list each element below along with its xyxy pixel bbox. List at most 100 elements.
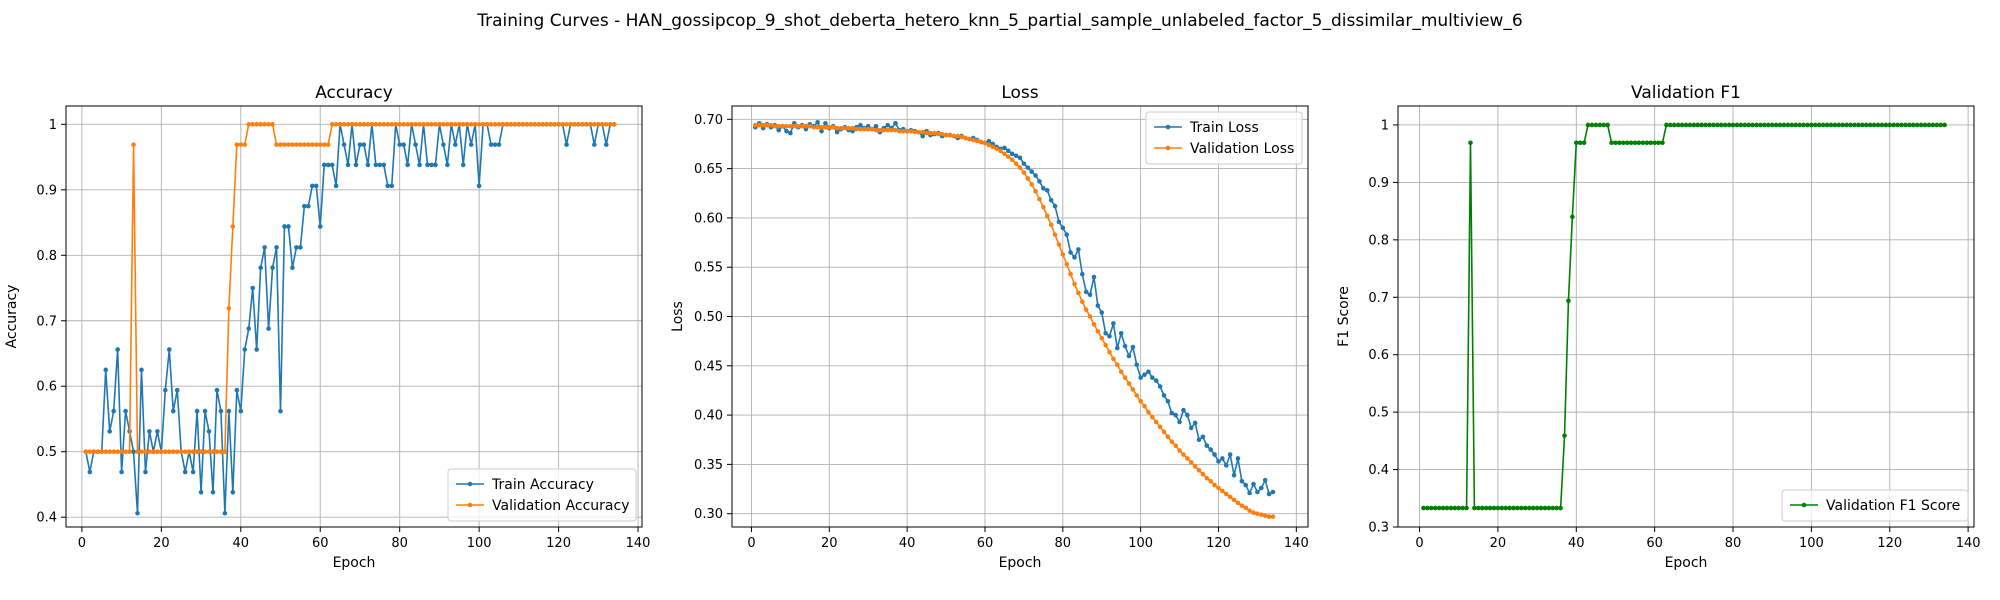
- data-point: [282, 142, 287, 147]
- data-point: [401, 122, 406, 127]
- data-point: [1472, 505, 1477, 511]
- data-point: [174, 387, 180, 393]
- data-point: [1671, 122, 1677, 128]
- data-point: [544, 122, 549, 127]
- data-point: [1239, 478, 1245, 484]
- data-point: [333, 122, 339, 127]
- y-tick-label: 0.65: [694, 162, 723, 177]
- data-point: [369, 122, 375, 127]
- y-axis-label: Loss: [670, 301, 686, 332]
- plot-title: Loss: [1001, 83, 1038, 103]
- data-point: [1115, 345, 1120, 351]
- data-point: [286, 142, 291, 147]
- data-point: [823, 120, 828, 126]
- data-point: [873, 127, 879, 133]
- data-point: [1652, 140, 1657, 146]
- data-point: [210, 490, 216, 495]
- data-point: [1239, 503, 1245, 509]
- data-point: [294, 245, 299, 250]
- y-tick-label: 0.3: [1368, 521, 1389, 536]
- plot-frame: [1397, 105, 1975, 528]
- data-point: [1118, 369, 1124, 375]
- data-point: [139, 367, 144, 373]
- data-point: [516, 122, 522, 127]
- data-point: [1863, 122, 1869, 128]
- data-point: [893, 120, 898, 126]
- data-point: [1730, 122, 1736, 128]
- data-point: [974, 138, 980, 144]
- data-point: [1703, 122, 1708, 128]
- data-point: [1037, 179, 1042, 184]
- data-point: [1146, 369, 1151, 375]
- data-point: [1130, 344, 1136, 350]
- data-point: [1091, 274, 1097, 280]
- data-point: [1648, 140, 1654, 146]
- data-point: [1879, 122, 1885, 128]
- data-point: [1707, 122, 1712, 128]
- data-point: [811, 124, 817, 130]
- data-point: [155, 449, 160, 455]
- data-point: [1212, 482, 1217, 488]
- data-point: [1103, 330, 1108, 336]
- data-point: [756, 122, 762, 128]
- data-point: [1758, 122, 1763, 128]
- legend-box: [1145, 111, 1303, 165]
- data-point: [791, 123, 797, 129]
- x-tick-label: 60: [1646, 536, 1663, 551]
- data-point: [182, 469, 188, 475]
- data-point: [1479, 505, 1485, 511]
- data-point: [1785, 122, 1791, 128]
- data-point: [1095, 328, 1101, 334]
- x-tick-label: 40: [899, 536, 916, 551]
- data-point: [123, 408, 128, 414]
- data-point: [1499, 505, 1505, 511]
- data-point: [1072, 281, 1077, 287]
- data-point: [103, 449, 109, 455]
- data-point: [421, 122, 426, 127]
- data-point: [222, 449, 228, 455]
- y-tick-label: 1: [1381, 118, 1389, 133]
- data-point: [596, 122, 601, 127]
- data-point: [599, 122, 605, 127]
- data-point: [776, 123, 781, 129]
- data-point: [994, 146, 999, 152]
- data-point: [1118, 330, 1124, 336]
- data-point: [298, 142, 303, 147]
- data-point: [1142, 403, 1147, 409]
- chart-panel-3: 0 20 40 60 80 100 120 140 0.3 0.4 0.5 0.6 0.7 0.8 0.9 1…: [1336, 83, 1981, 571]
- data-point: [389, 183, 395, 189]
- legend-label: Validation F1 Score: [1826, 498, 1960, 514]
- data-point: [468, 142, 474, 147]
- data-point: [1056, 242, 1062, 247]
- data-point: [472, 122, 478, 127]
- data-point: [1765, 122, 1771, 128]
- data-point: [1844, 122, 1849, 128]
- data-point: [1605, 122, 1610, 128]
- data-point: [908, 128, 914, 134]
- data-point: [1554, 505, 1559, 511]
- data-point: [488, 142, 494, 147]
- data-point: [453, 122, 458, 127]
- data-point: [512, 122, 518, 127]
- data-point: [1231, 497, 1237, 503]
- data-point: [1832, 122, 1838, 128]
- x-tick-label: 0: [1415, 536, 1423, 551]
- data-point: [270, 265, 275, 271]
- data-point: [397, 142, 402, 147]
- data-point: [1083, 307, 1089, 312]
- series-validation-loss: [753, 122, 1276, 519]
- data-point: [1056, 219, 1062, 225]
- data-point: [1064, 261, 1069, 267]
- data-point: [1640, 140, 1646, 146]
- data-point: [1079, 299, 1085, 305]
- data-point: [1601, 122, 1607, 128]
- data-point: [373, 162, 379, 168]
- data-point: [873, 123, 879, 129]
- data-point: [194, 449, 200, 455]
- data-point: [1247, 508, 1252, 514]
- data-point: [1487, 505, 1493, 511]
- data-point: [1867, 122, 1873, 128]
- data-point: [520, 122, 526, 127]
- data-point: [592, 122, 597, 127]
- x-tick-label: 0: [747, 536, 755, 551]
